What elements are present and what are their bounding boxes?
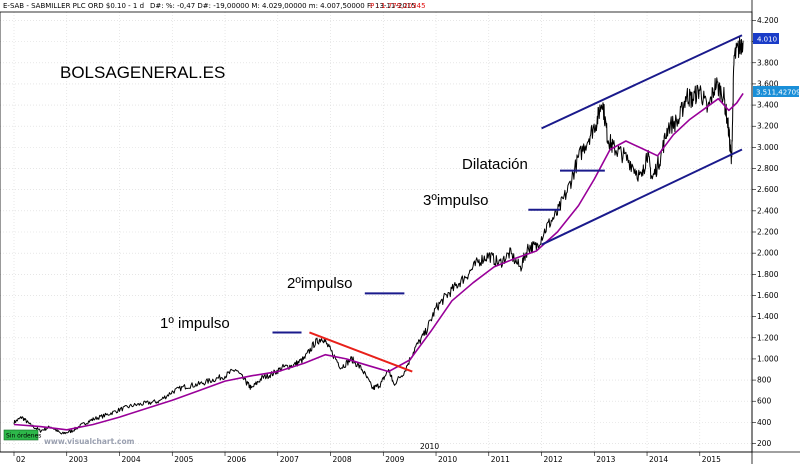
- y-tick-label: 3.200: [757, 122, 779, 131]
- header-instrument: E-SAB - SABMILLER PLC ORD $0.10 - 1 d: [3, 2, 144, 10]
- watermark: BOLSAGENERAL.ES: [60, 63, 225, 82]
- x-tick-label: 2008: [333, 455, 352, 464]
- annotation-impulse2: 2ºimpulso: [287, 275, 353, 292]
- annotation-impulse3: 3ºimpulso: [423, 192, 489, 209]
- header-stats: D#: %: -0,47 D#: -19,00000 M: 4.029,0000…: [150, 2, 416, 10]
- x-tick-label: 2010: [438, 455, 457, 464]
- x-tick-label: 2013: [596, 455, 615, 464]
- ma-price-tag-text: 3.511,42709: [756, 89, 800, 97]
- x-tick-label: 02: [16, 455, 26, 464]
- y-tick-label: 2.000: [757, 249, 779, 258]
- ma-price-tag-bg: [753, 86, 799, 97]
- x-tick-label: 2011: [491, 455, 510, 464]
- status-badge-text: Sin órdenes: [6, 433, 41, 440]
- y-tick-label: 1.000: [757, 354, 779, 363]
- y-tick-label: 2.800: [757, 164, 779, 173]
- last-price-tag-text: 4.010: [757, 36, 777, 44]
- last-price-tag: 4.010: [753, 33, 779, 44]
- y-tick-label: 3.400: [757, 101, 779, 110]
- annotation-impulse1: 1º impulso: [160, 315, 230, 332]
- moving-average-line: [13, 92, 744, 431]
- header-p-label: P : 1.779,20345: [370, 2, 426, 10]
- y-tick-label: 2.600: [757, 185, 779, 194]
- x-tick-label: 2014: [649, 455, 668, 464]
- footer-brand: www.visualchart.com: [44, 437, 135, 446]
- y-tick-label: 2.200: [757, 228, 779, 237]
- y-tick-label: 3.000: [757, 143, 779, 152]
- x-tick-label: 2005: [174, 455, 193, 464]
- y-tick-label: 200: [757, 439, 772, 448]
- channel-upper-line: [541, 34, 743, 130]
- y-tick-label: 3.800: [757, 58, 779, 67]
- grid: [0, 12, 752, 452]
- x-tick-label: 2012: [544, 455, 563, 464]
- y-tick-label: 400: [757, 418, 772, 427]
- y-tick-label: 600: [757, 397, 772, 406]
- ma-price-tag: 3.511,42709: [753, 86, 800, 97]
- y-tick-label: 1.400: [757, 312, 779, 321]
- x-axis-ticks: 02 2003 2004 2005 2006 2007 2008 2009 2010 2011 20…: [13, 452, 721, 464]
- y-tick-label: 1.600: [757, 291, 779, 300]
- x-tick-label: 2003: [69, 455, 88, 464]
- y-tick-label: 4.200: [757, 16, 779, 25]
- annotation-dilation: Dilatación: [462, 156, 528, 173]
- status-badge-bg: [3, 429, 39, 441]
- x-tick-label: 2004: [122, 455, 141, 464]
- chart-marks: [13, 34, 744, 435]
- price-line: [13, 36, 744, 435]
- x-inner-label: 2010: [420, 442, 439, 451]
- y-tick-label: 3.600: [757, 79, 779, 88]
- x-tick-label: 2015: [702, 455, 721, 464]
- y-tick-label: 800: [757, 376, 772, 385]
- x-tick-label: 2007: [280, 455, 299, 464]
- x-tick-label: 2009: [385, 455, 404, 464]
- x-tick-label: 2006: [227, 455, 246, 464]
- y-tick-label: 1.800: [757, 270, 779, 279]
- resistance-line: [309, 331, 413, 373]
- last-price-tag-bg: [753, 33, 779, 44]
- y-tick-label: 1.200: [757, 333, 779, 342]
- channel-lower-line: [541, 148, 743, 246]
- y-tick-label: 2.400: [757, 206, 779, 215]
- status-badge: Sin órdenes: [3, 429, 41, 441]
- y-axis-ticks: 200 400 600 800 1.000 1.200 1.400 1.600 1.800 2.0…: [752, 16, 779, 448]
